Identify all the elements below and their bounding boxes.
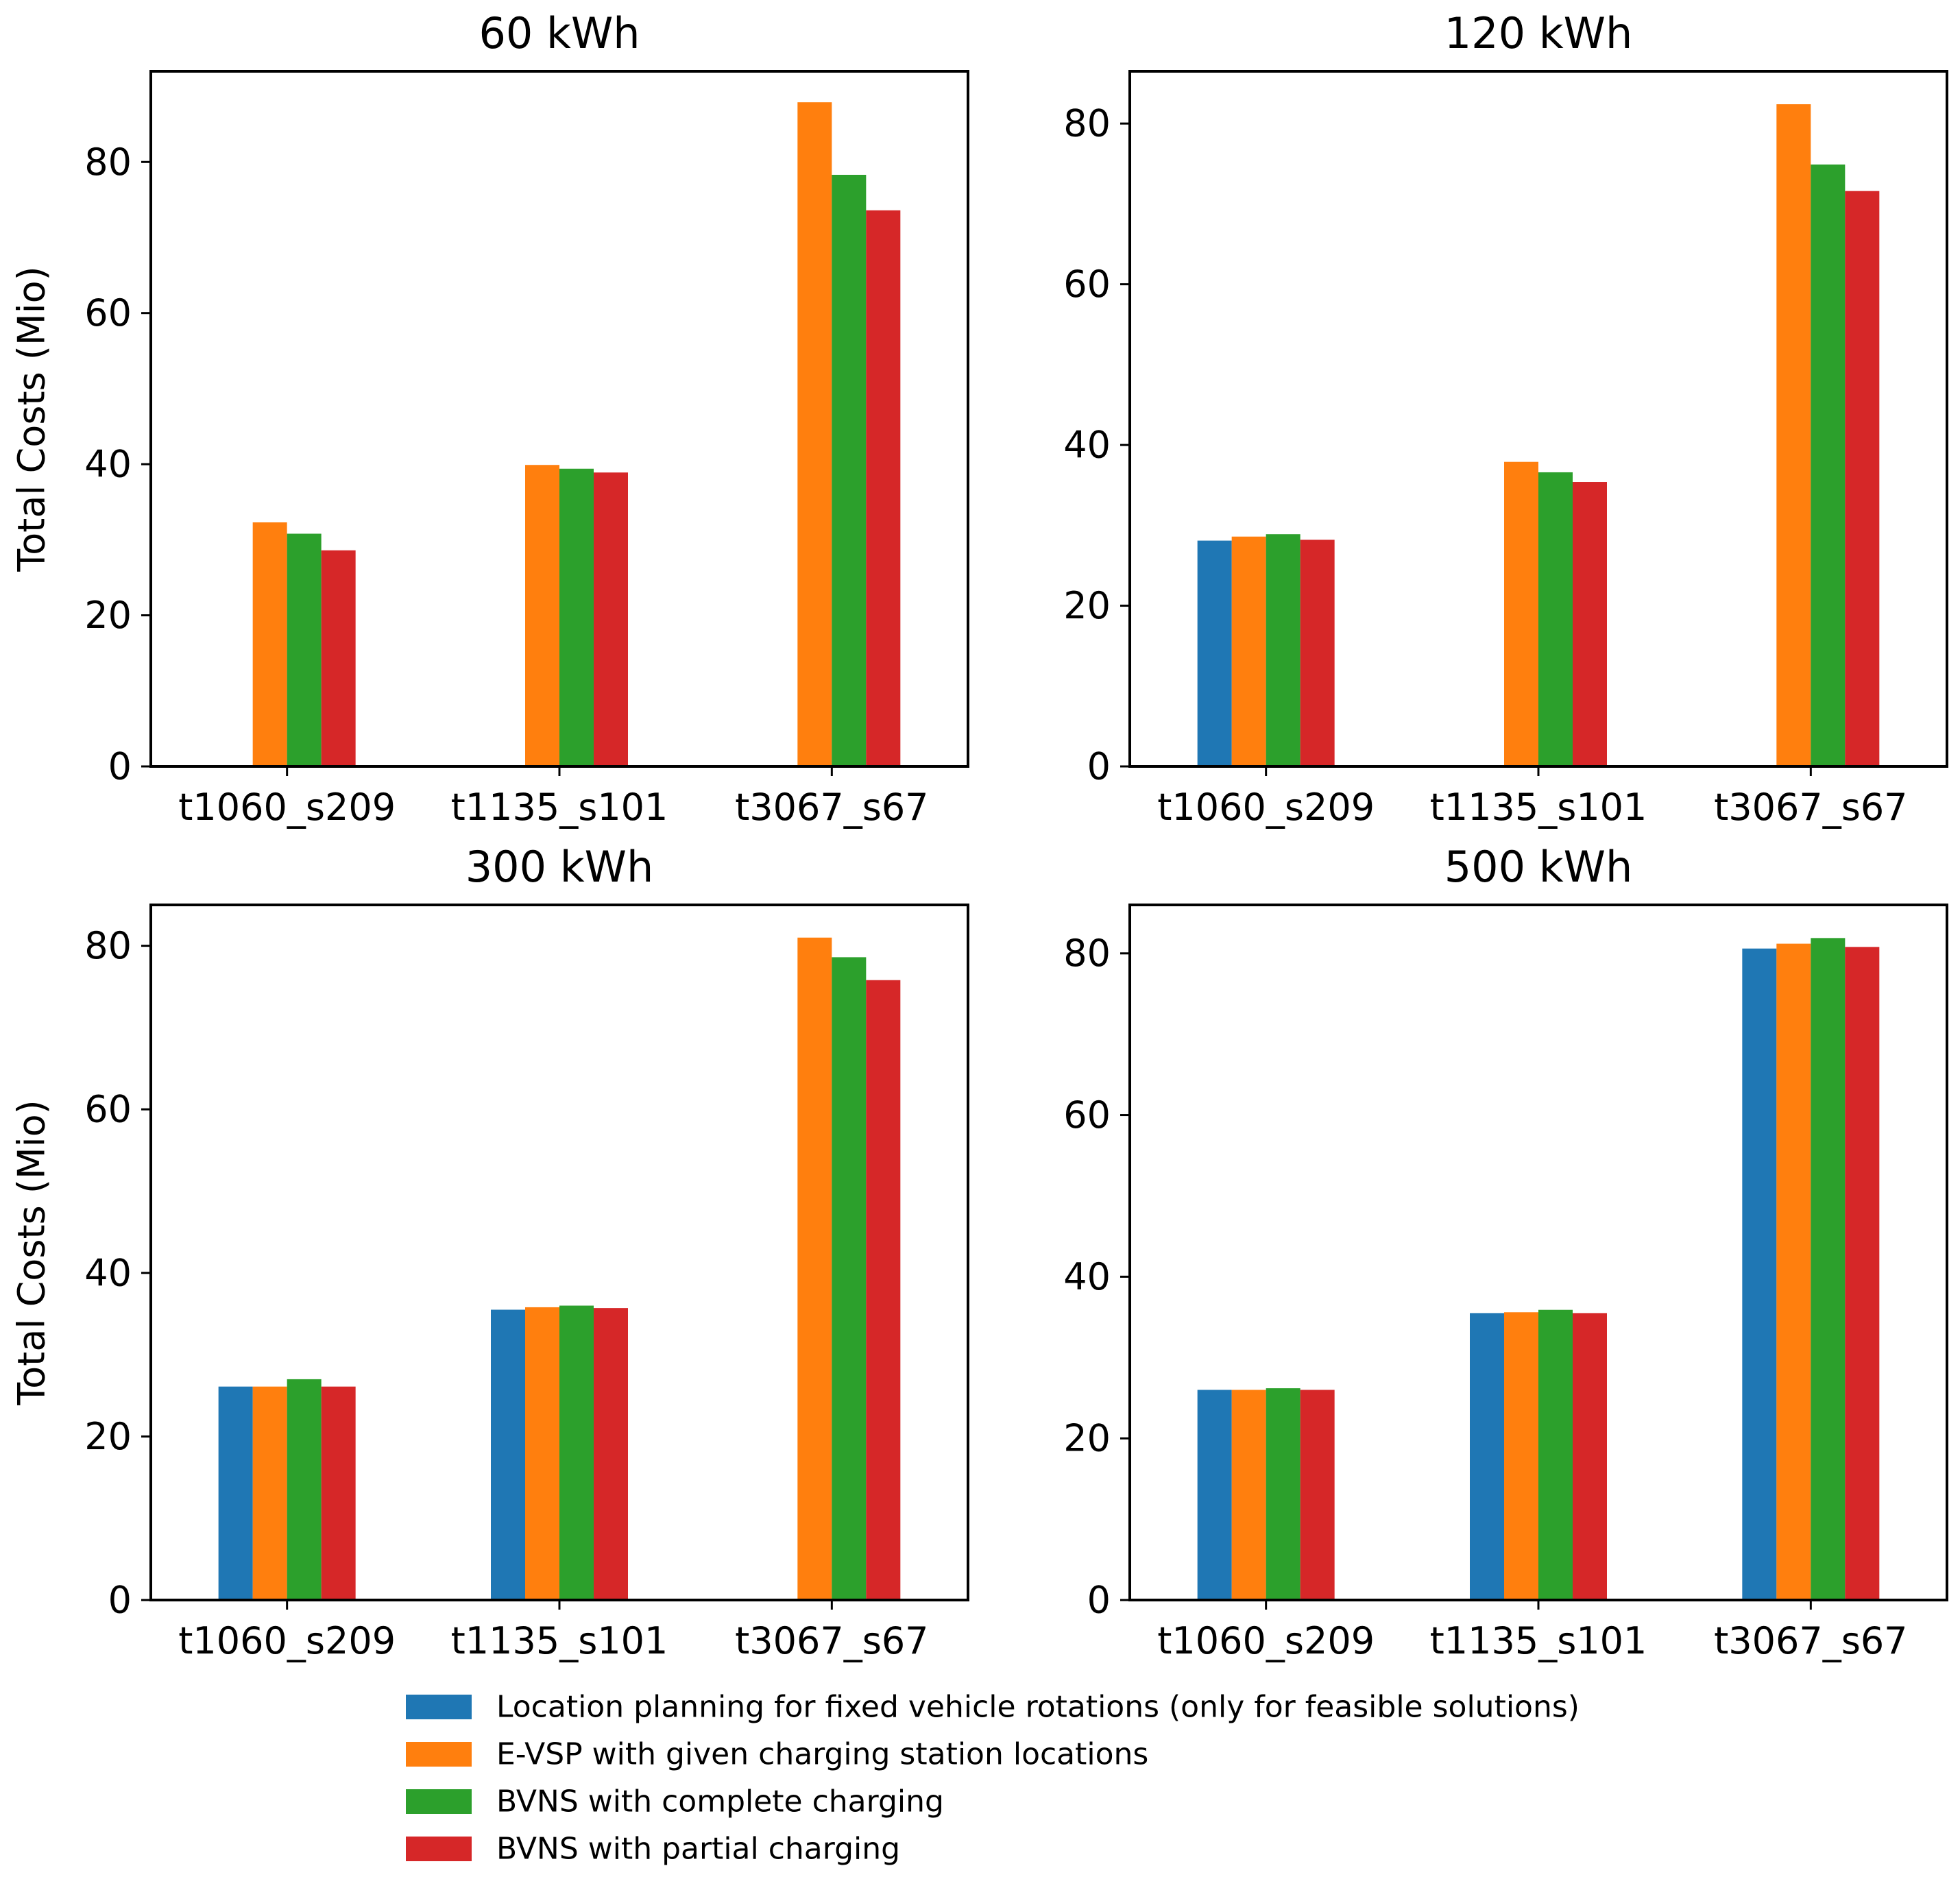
y-tick-label: 20	[1063, 1417, 1111, 1460]
x-tick-label: t1060_s209	[1157, 1619, 1375, 1662]
y-tick-label: 40	[1063, 1255, 1111, 1298]
bar	[832, 957, 867, 1600]
bar	[1300, 1390, 1335, 1600]
bar	[1742, 948, 1777, 1600]
x-tick-label: t1060_s209	[178, 786, 396, 829]
bar	[321, 1386, 356, 1600]
x-tick-label: t3067_s67	[1714, 1619, 1907, 1662]
bar	[1504, 461, 1538, 766]
legend-swatch	[406, 1695, 472, 1719]
bar	[252, 1386, 287, 1600]
bar	[1845, 947, 1880, 1600]
subplot-title: 500 kWh	[1444, 842, 1633, 892]
bar	[218, 1386, 253, 1600]
bar	[287, 533, 322, 766]
bar	[1266, 1388, 1300, 1600]
legend-swatch	[406, 1742, 472, 1767]
x-tick-label: t1135_s101	[1430, 1619, 1647, 1662]
y-tick-label: 80	[1063, 932, 1111, 975]
x-tick-label: t1060_s209	[178, 1619, 396, 1662]
legend-label: BVNS with complete charging	[496, 1784, 944, 1819]
y-tick-label: 20	[84, 594, 132, 637]
y-tick-label: 40	[84, 1251, 132, 1294]
bar	[559, 1305, 594, 1600]
y-tick-label: 40	[84, 443, 132, 486]
legend-swatch	[406, 1789, 472, 1814]
bar	[1197, 540, 1232, 766]
axes-frame	[1128, 904, 1948, 1601]
y-tick-label: 60	[84, 291, 132, 335]
axes-frame	[1128, 70, 1948, 768]
x-tick-label: t3067_s67	[735, 786, 928, 829]
bar	[287, 1379, 322, 1600]
bar	[1197, 1390, 1232, 1600]
subplot-2: 120 kWh t1060_s209 t1135_s101 t3067_s67 0 20 4…	[1063, 8, 1948, 829]
legend-swatch	[406, 1837, 472, 1861]
subplot-3: 300 kWh Total Costs (Mio) t1060_s209 t1135_…	[10, 842, 969, 1662]
y-tick-label: 0	[1087, 745, 1111, 788]
subplot-grid: 60 kWh Total Costs (Mio) t1060_s209 t1135_s…	[10, 8, 1948, 1662]
bar	[525, 1307, 559, 1600]
y-tick-label: 60	[1063, 1093, 1111, 1137]
bar	[252, 522, 287, 766]
legend: Location planning for fixed vehicle rota…	[406, 1690, 1580, 1867]
bar	[1231, 536, 1266, 766]
bar	[1811, 164, 1846, 766]
x-tick-label: t3067_s67	[735, 1619, 928, 1662]
bar	[1776, 104, 1811, 766]
bar	[797, 102, 832, 766]
y-tick-label: 20	[1063, 584, 1111, 627]
bar	[797, 937, 832, 1600]
bar	[1811, 938, 1846, 1600]
bar	[1538, 472, 1573, 766]
y-axis-label: Total Costs (Mio)	[10, 1100, 53, 1405]
y-tick-label: 0	[108, 1579, 132, 1622]
x-tick-label: t1135_s101	[1430, 786, 1647, 829]
y-axis-label: Total Costs (Mio)	[10, 266, 53, 572]
subplot-title: 300 kWh	[465, 842, 654, 892]
y-tick-label: 80	[1063, 102, 1111, 145]
bar	[1231, 1390, 1266, 1600]
bar	[832, 174, 867, 767]
y-tick-label: 0	[108, 745, 132, 788]
bar	[1573, 482, 1607, 766]
subplot-title: 60 kWh	[479, 8, 640, 58]
axes-frame	[149, 904, 969, 1601]
bar	[559, 468, 594, 766]
bar	[1470, 1313, 1504, 1600]
x-tick-label: t1135_s101	[451, 1619, 668, 1662]
bar	[1266, 534, 1300, 766]
bar	[1776, 943, 1811, 1600]
y-tick-label: 60	[84, 1088, 132, 1131]
y-tick-label: 80	[84, 924, 132, 967]
y-tick-label: 60	[1063, 263, 1111, 306]
y-tick-label: 80	[84, 141, 132, 184]
legend-label: E-VSP with given charging station locati…	[496, 1737, 1148, 1772]
subplot-title: 120 kWh	[1444, 8, 1633, 58]
bar	[1538, 1309, 1573, 1600]
subplot-1: 60 kWh Total Costs (Mio) t1060_s209 t1135_s…	[10, 8, 969, 829]
bar	[1573, 1313, 1607, 1600]
bar	[594, 1308, 628, 1600]
bar	[866, 980, 901, 1600]
axes-frame	[149, 70, 969, 768]
legend-label: Location planning for fixed vehicle rota…	[496, 1690, 1580, 1725]
bar	[1845, 191, 1880, 766]
x-tick-label: t1135_s101	[451, 786, 668, 829]
bar	[1300, 540, 1335, 766]
bar	[594, 472, 628, 766]
subplot-4: 500 kWh t1060_s209 t1135_s101 t3067_s67 0 20 4…	[1063, 842, 1948, 1662]
bar	[491, 1309, 525, 1600]
bar	[866, 210, 901, 766]
legend-label: BVNS with partial charging	[496, 1832, 900, 1867]
bar	[525, 465, 559, 766]
y-tick-label: 40	[1063, 424, 1111, 467]
x-tick-label: t3067_s67	[1714, 786, 1907, 829]
x-tick-label: t1060_s209	[1157, 786, 1375, 829]
y-tick-label: 0	[1087, 1579, 1111, 1622]
y-tick-label: 20	[84, 1415, 132, 1458]
bar	[321, 550, 356, 766]
bar	[1504, 1312, 1538, 1600]
